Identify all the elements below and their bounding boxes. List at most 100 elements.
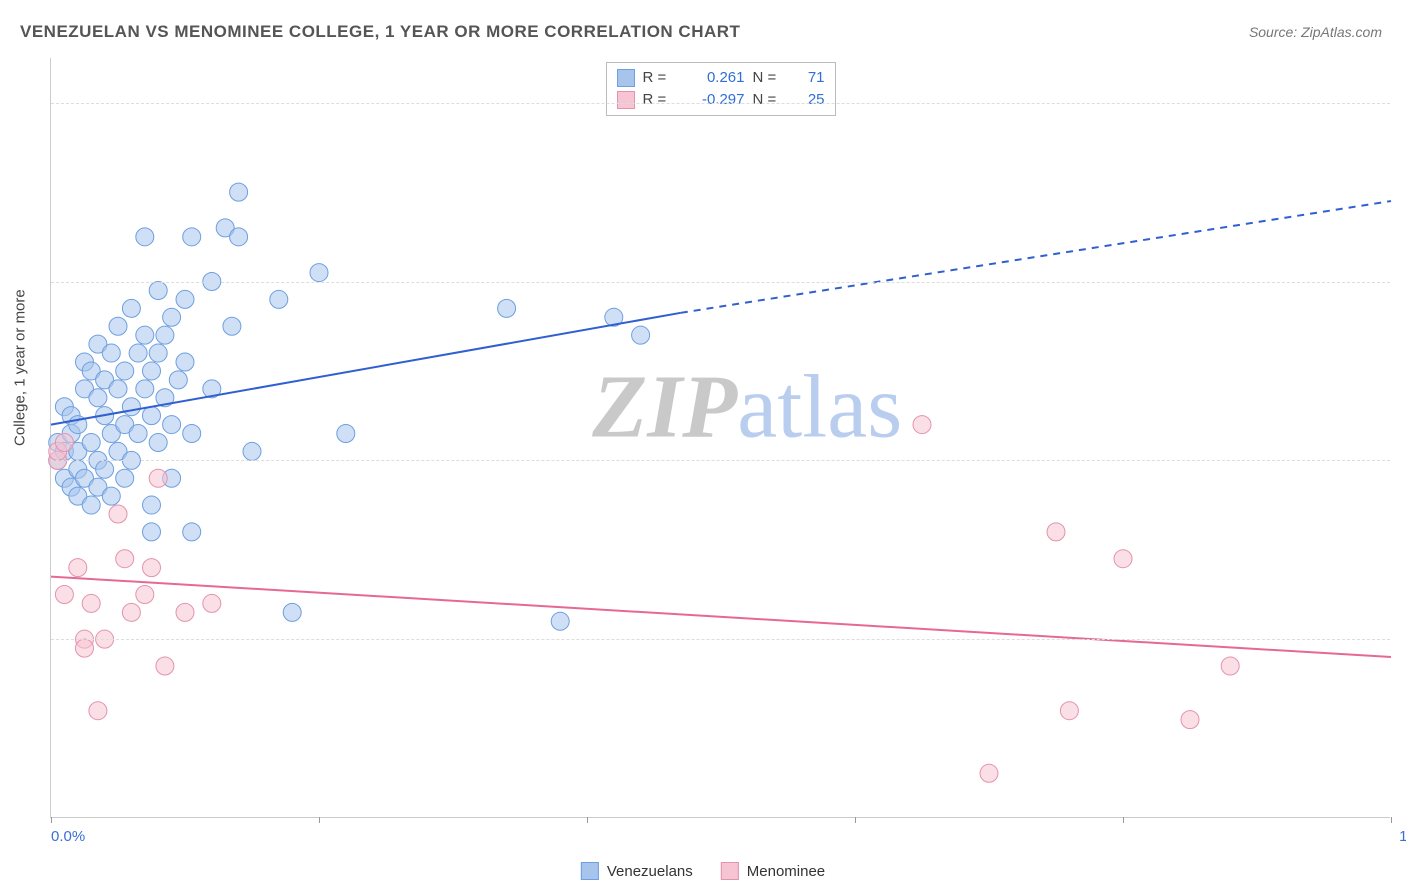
stat-r-label: R = [643, 67, 677, 89]
scatter-svg [51, 58, 1390, 817]
data-point [143, 559, 161, 577]
legend-swatch [581, 862, 599, 880]
data-point [109, 380, 127, 398]
x-tick [319, 817, 320, 823]
gridline [51, 460, 1390, 461]
data-point [1221, 657, 1239, 675]
data-point [1114, 550, 1132, 568]
x-axis-end: 100.0% [1399, 828, 1406, 845]
x-tick [51, 817, 52, 823]
stat-n-label: N = [753, 89, 787, 111]
legend-item: Menominee [721, 862, 825, 880]
data-point [176, 603, 194, 621]
plot-area: ZIPatlas R =0.261N =71R =-0.297N =25 40.… [50, 58, 1390, 818]
data-point [143, 407, 161, 425]
data-point [143, 523, 161, 541]
data-point [122, 603, 140, 621]
data-point [136, 326, 154, 344]
data-point [116, 469, 134, 487]
data-point [109, 317, 127, 335]
legend-label: Venezuelans [607, 863, 693, 880]
legend-swatch [617, 69, 635, 87]
data-point [156, 326, 174, 344]
data-point [96, 460, 114, 478]
data-point [1060, 702, 1078, 720]
data-point [551, 612, 569, 630]
x-tick [1123, 817, 1124, 823]
x-tick [587, 817, 588, 823]
data-point [203, 594, 221, 612]
data-point [183, 228, 201, 246]
data-point [55, 585, 73, 603]
data-point [1181, 711, 1199, 729]
data-point [980, 764, 998, 782]
data-point [136, 228, 154, 246]
stat-r-value: 0.261 [685, 67, 745, 89]
data-point [498, 299, 516, 317]
data-point [129, 344, 147, 362]
stat-n-label: N = [753, 67, 787, 89]
data-point [310, 264, 328, 282]
legend-swatch [617, 91, 635, 109]
data-point [230, 183, 248, 201]
gridline [51, 639, 1390, 640]
data-point [102, 487, 120, 505]
data-point [183, 523, 201, 541]
data-point [149, 344, 167, 362]
y-axis-label: College, 1 year or more [12, 289, 29, 446]
data-point [129, 425, 147, 443]
stat-n-value: 25 [795, 89, 825, 111]
data-point [176, 353, 194, 371]
data-point [136, 380, 154, 398]
data-point [283, 603, 301, 621]
data-point [102, 344, 120, 362]
data-point [243, 442, 261, 460]
data-point [163, 416, 181, 434]
data-point [116, 550, 134, 568]
data-point [230, 228, 248, 246]
data-point [169, 371, 187, 389]
legend-swatch [721, 862, 739, 880]
regression-line-extrapolated [681, 201, 1391, 313]
data-point [163, 308, 181, 326]
data-point [223, 317, 241, 335]
gridline [51, 103, 1390, 104]
data-point [55, 433, 73, 451]
source-attribution: Source: ZipAtlas.com [1249, 24, 1382, 40]
data-point [1047, 523, 1065, 541]
data-point [76, 639, 94, 657]
data-point [149, 469, 167, 487]
legend-item: Venezuelans [581, 862, 693, 880]
data-point [270, 290, 288, 308]
data-point [176, 290, 194, 308]
data-point [136, 585, 154, 603]
data-point [913, 416, 931, 434]
data-point [116, 362, 134, 380]
data-point [156, 657, 174, 675]
stats-legend: R = 0.261 N = 71 R = -0.297 N = 25 [606, 62, 836, 116]
gridline [51, 282, 1390, 283]
data-point [183, 425, 201, 443]
data-point [82, 594, 100, 612]
stat-n-value: 71 [795, 67, 825, 89]
data-point [89, 702, 107, 720]
data-point [149, 281, 167, 299]
chart-title: VENEZUELAN VS MENOMINEE COLLEGE, 1 YEAR … [20, 22, 740, 42]
x-axis-start: 0.0% [51, 828, 85, 845]
stats-legend-row: R = 0.261 N = 71 [617, 67, 825, 89]
series-legend: Venezuelans Menominee [581, 862, 825, 880]
data-point [109, 505, 127, 523]
stat-r-label: R = [643, 89, 677, 111]
data-point [149, 433, 167, 451]
data-point [122, 299, 140, 317]
x-tick [1391, 817, 1392, 823]
data-point [69, 559, 87, 577]
stat-r-value: -0.297 [685, 89, 745, 111]
data-point [143, 362, 161, 380]
legend-label: Menominee [747, 863, 825, 880]
regression-line [51, 577, 1391, 657]
data-point [89, 389, 107, 407]
data-point [82, 496, 100, 514]
data-point [632, 326, 650, 344]
x-tick [855, 817, 856, 823]
